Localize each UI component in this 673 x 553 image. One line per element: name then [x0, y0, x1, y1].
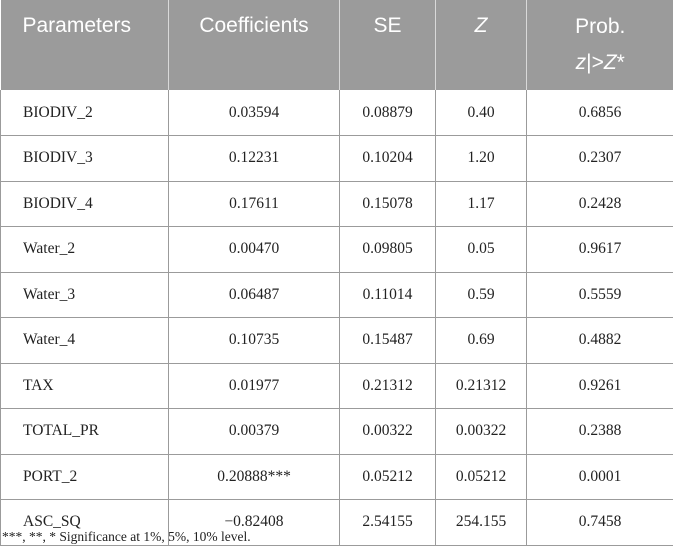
- cell-prob: 0.9617: [526, 226, 673, 273]
- cell-parameter: TAX: [0, 363, 169, 409]
- cell-coefficient: 0.03594: [168, 90, 340, 136]
- cell-se: 0.11014: [339, 272, 436, 318]
- cell-parameter: BIODIV_2: [0, 90, 169, 136]
- table-row: BIODIV_4 0.17611 0.15078 1.17 0.2428: [0, 181, 673, 227]
- cell-parameter: PORT_2: [0, 454, 169, 500]
- cell-se: 0.00322: [339, 408, 436, 455]
- header-prob: Prob. z|>Z*: [526, 0, 673, 90]
- cell-se: 0.21312: [339, 363, 436, 409]
- table-body: BIODIV_2 0.03594 0.08879 0.40 0.6856 BIODIV_3…: [0, 90, 673, 546]
- cell-coefficient: −0.82408: [168, 499, 340, 546]
- cell-prob: 0.7458: [526, 499, 673, 546]
- header-row: Parameters Coefficients SE Z Prob. z|>Z*: [0, 0, 673, 90]
- cell-z: 0.00322: [435, 408, 527, 455]
- cell-coefficient: 0.00470: [168, 226, 340, 273]
- cell-se: 0.08879: [339, 90, 436, 136]
- cell-coefficient: 0.01977: [168, 363, 340, 409]
- cell-coefficient: 0.10735: [168, 317, 340, 364]
- cell-prob: 0.6856: [526, 90, 673, 136]
- cell-prob: 0.9261: [526, 363, 673, 409]
- cell-prob: 0.2388: [526, 408, 673, 455]
- cell-parameter: Water_3: [0, 272, 169, 318]
- cell-coefficient: 0.12231: [168, 135, 340, 182]
- cell-coefficient: 0.20888***: [168, 454, 340, 500]
- table-row: Water_3 0.06487 0.11014 0.59 0.5559: [0, 272, 673, 318]
- cell-z: 254.155: [435, 499, 527, 546]
- table-row: BIODIV_2 0.03594 0.08879 0.40 0.6856: [0, 90, 673, 136]
- header-prob-z-upper: Z: [603, 51, 617, 74]
- cell-prob: 0.4882: [526, 317, 673, 364]
- table-row: ASC_SQ −0.82408 2.54155 254.155 0.7458: [0, 499, 673, 546]
- cell-z: 1.17: [435, 181, 527, 227]
- cell-se: 0.09805: [339, 226, 436, 273]
- header-prob-z-lower: z: [575, 51, 587, 74]
- footnote: ***, **, * Significance at 1%, 5%, 10% l…: [2, 529, 251, 544]
- header-parameters: Parameters: [0, 0, 169, 90]
- cell-z: 0.05: [435, 226, 527, 273]
- cell-parameter: BIODIV_3: [0, 135, 169, 182]
- cell-z: 0.59: [435, 272, 527, 318]
- cell-se: 0.05212: [339, 454, 436, 500]
- cell-se: 0.15487: [339, 317, 436, 364]
- header-coefficients: Coefficients: [168, 0, 340, 90]
- cell-parameter: Water_2: [0, 226, 169, 273]
- cell-prob: 0.0001: [526, 454, 673, 500]
- cell-se: 2.54155: [339, 499, 436, 546]
- cell-parameter: BIODIV_4: [0, 181, 169, 227]
- header-z: Z: [435, 0, 527, 90]
- table-row: PORT_2 0.20888*** 0.05212 0.05212 0.0001: [0, 454, 673, 500]
- table-row: TOTAL_PR 0.00379 0.00322 0.00322 0.2388: [0, 408, 673, 455]
- header-se: SE: [339, 0, 436, 90]
- table-row: BIODIV_3 0.12231 0.10204 1.20 0.2307: [0, 135, 673, 182]
- cell-prob: 0.5559: [526, 272, 673, 318]
- cell-z: 0.40: [435, 90, 527, 136]
- cell-se: 0.15078: [339, 181, 436, 227]
- cell-prob: 0.2428: [526, 181, 673, 227]
- cell-coefficient: 0.17611: [168, 181, 340, 227]
- cell-z: 0.05212: [435, 454, 527, 500]
- cell-z: 0.69: [435, 317, 527, 364]
- cell-prob: 0.2307: [526, 135, 673, 182]
- header-prob-operator: |>: [586, 51, 604, 74]
- table-row: TAX 0.01977 0.21312 0.21312 0.9261: [0, 363, 673, 409]
- cell-z: 0.21312: [435, 363, 527, 409]
- header-prob-star: *: [616, 51, 625, 74]
- table-row: Water_2 0.00470 0.09805 0.05 0.9617: [0, 226, 673, 273]
- header-prob-condition: z|>Z*: [527, 50, 673, 76]
- cell-parameter: Water_4: [0, 317, 169, 364]
- cell-coefficient: 0.00379: [168, 408, 340, 455]
- cell-parameter: ASC_SQ: [0, 499, 169, 546]
- table-row: Water_4 0.10735 0.15487 0.69 0.4882: [0, 317, 673, 364]
- cell-parameter: TOTAL_PR: [0, 408, 169, 455]
- cell-z: 1.20: [435, 135, 527, 182]
- cell-se: 0.10204: [339, 135, 436, 182]
- header-prob-label: Prob.: [575, 15, 626, 38]
- cell-coefficient: 0.06487: [168, 272, 340, 318]
- table-header: Parameters Coefficients SE Z Prob. z|>Z*: [0, 0, 673, 90]
